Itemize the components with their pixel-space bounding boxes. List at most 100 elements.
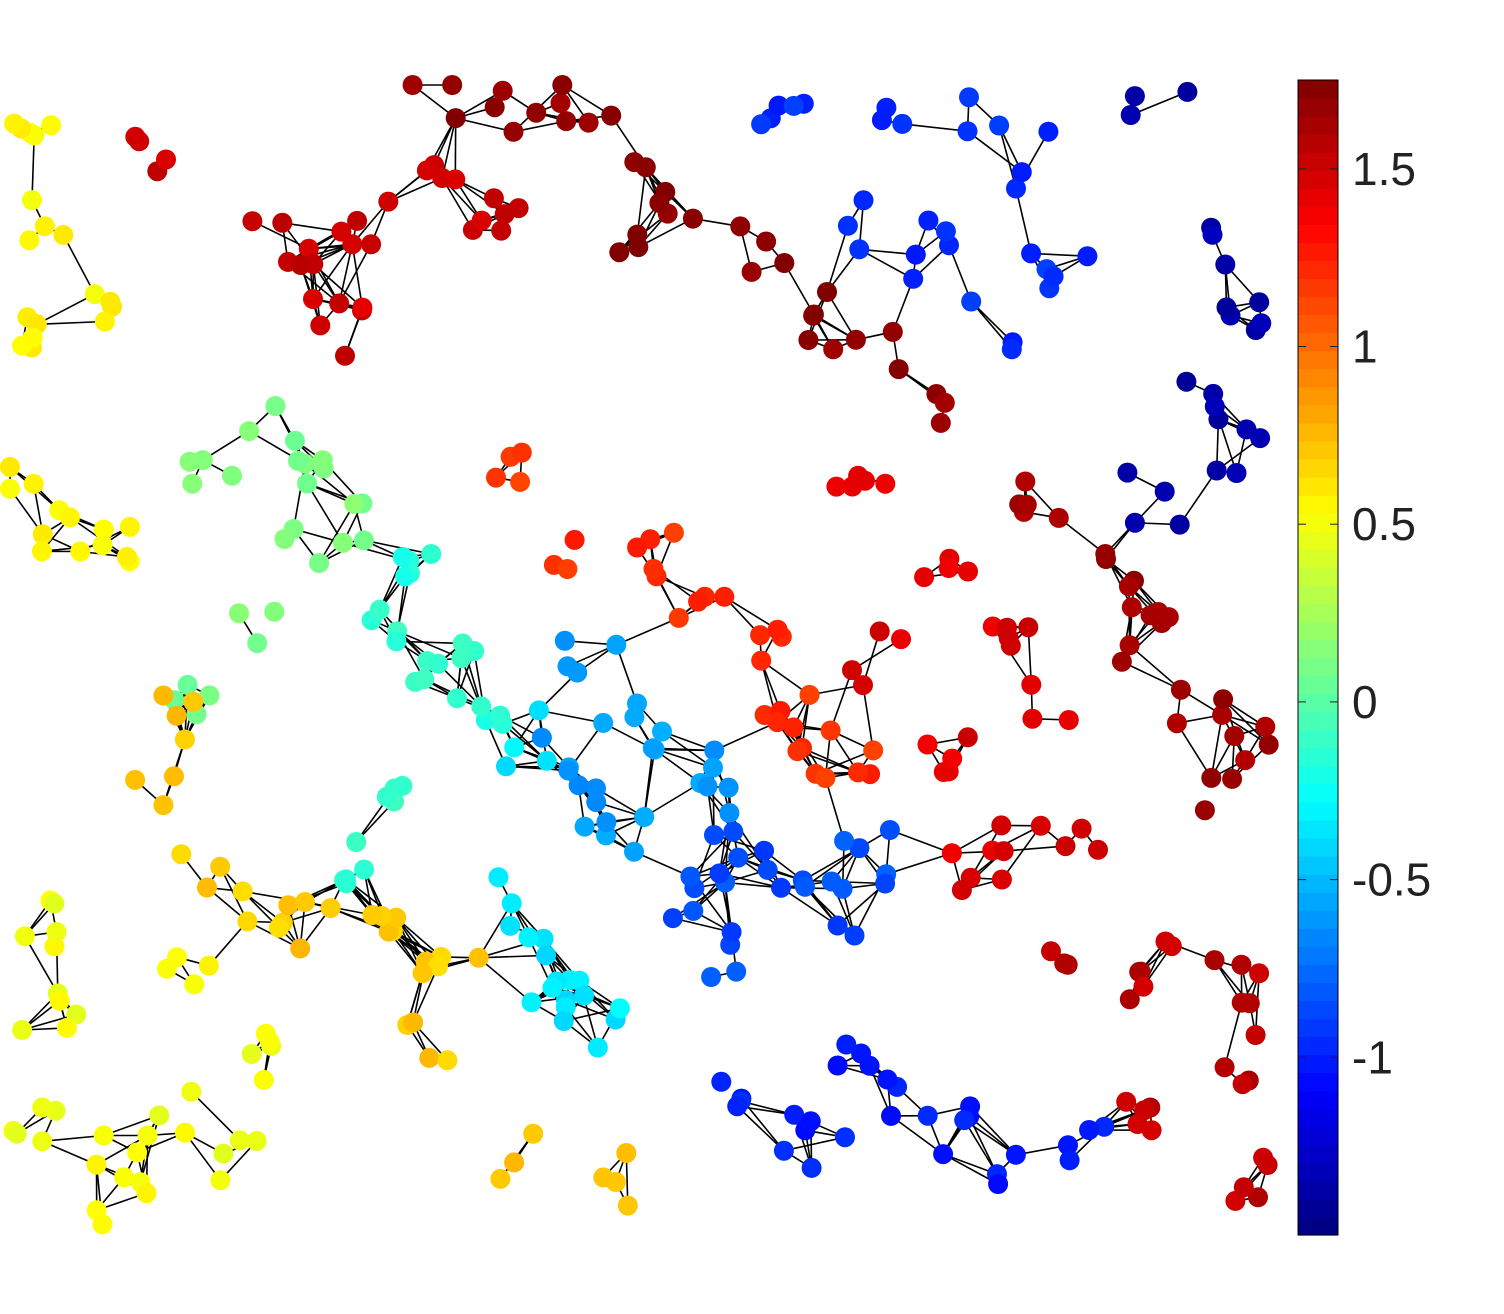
graph-node <box>642 738 663 759</box>
graph-edge <box>1210 714 1223 779</box>
graph-node <box>991 815 1012 836</box>
colorbar-band <box>1298 675 1338 695</box>
graph-node <box>116 547 137 567</box>
graph-node <box>836 1034 857 1055</box>
graph-node <box>1030 815 1051 836</box>
graph-edge <box>190 1091 241 1141</box>
graph-node <box>1005 1144 1026 1165</box>
graph-node <box>199 685 220 706</box>
graph-node <box>0 478 20 499</box>
colorbar-band <box>1298 874 1338 893</box>
colorbar-band <box>1298 1108 1338 1128</box>
graph-node <box>1222 768 1243 789</box>
colorbar-band <box>1298 477 1338 496</box>
colorbar-band <box>1298 837 1338 857</box>
colorbar-band <box>1298 1000 1338 1020</box>
graph-edge <box>736 1105 785 1152</box>
graph-node <box>869 621 890 642</box>
graph-node <box>70 541 91 562</box>
graph-edge <box>837 882 886 927</box>
graph-node <box>817 282 837 302</box>
graph-node <box>1201 767 1222 788</box>
graph-edge <box>826 225 849 293</box>
graph-node <box>554 630 575 651</box>
graph-node <box>1018 617 1039 638</box>
graph-edge <box>967 130 1023 173</box>
graph-node <box>483 188 504 209</box>
graph-node <box>550 93 571 113</box>
graph-edge <box>713 721 778 752</box>
graph-node <box>587 1037 608 1058</box>
graph-node <box>392 547 413 567</box>
graph-node <box>164 766 184 787</box>
graph-node <box>815 768 836 788</box>
graph-node <box>237 911 258 932</box>
colorbar-band <box>1298 711 1338 731</box>
graph-edge <box>636 167 647 235</box>
graph-node <box>1121 597 1142 618</box>
graph-node <box>222 465 242 486</box>
graph-node <box>386 907 407 928</box>
colorbar-band <box>1298 1054 1338 1074</box>
graph-node <box>1231 954 1252 975</box>
graph-node <box>510 471 531 492</box>
graph-node <box>46 922 67 942</box>
graph-node <box>295 892 315 912</box>
colorbar-band <box>1298 495 1338 514</box>
graph-node <box>627 537 648 558</box>
graph-node <box>800 1111 821 1132</box>
graph-node <box>1088 839 1108 860</box>
colorbar-band <box>1298 1090 1338 1110</box>
graph-node <box>958 561 978 582</box>
graph-node <box>488 867 509 888</box>
graph-node <box>774 253 795 273</box>
graph-edge <box>615 617 680 646</box>
graph-edge <box>312 243 353 300</box>
graph-node <box>877 1069 898 1090</box>
graph-node <box>198 955 219 976</box>
graph-node <box>596 812 617 833</box>
graph-node <box>171 844 192 865</box>
colorbar-frame <box>1297 79 1339 1236</box>
graph-node <box>490 705 511 726</box>
graph-node <box>344 493 365 514</box>
graph-node <box>403 1012 424 1033</box>
colorbar-band <box>1298 1198 1338 1218</box>
graph-node <box>795 876 815 897</box>
graph-node <box>303 289 323 309</box>
colorbar-band <box>1298 170 1338 189</box>
graph-node <box>232 881 253 902</box>
graph-edge <box>478 954 547 959</box>
graph-node <box>718 777 739 798</box>
graph-node <box>414 669 435 690</box>
colorbar-band <box>1298 458 1338 478</box>
colorbar-tick-label: 0 <box>1352 676 1378 728</box>
graph-node <box>624 841 644 862</box>
graph-node <box>1231 992 1252 1013</box>
graph-node <box>989 115 1010 136</box>
graph-node <box>709 863 730 884</box>
colorbar-band <box>1298 98 1338 117</box>
colorbar-band <box>1298 856 1338 875</box>
graph-node <box>1038 121 1059 142</box>
colorbar-ticks: 1.5 1 0.5 0 -0.5 -1 <box>1298 143 1431 1083</box>
graph-node <box>1057 954 1078 975</box>
graph-node <box>578 112 599 133</box>
graph-node <box>175 1122 195 1143</box>
graph-node <box>1043 266 1064 287</box>
graph-node <box>437 1050 458 1071</box>
graph-node <box>447 688 467 709</box>
graph-node <box>1233 1177 1254 1198</box>
graph-node <box>127 1142 148 1163</box>
graph-node <box>32 1097 53 1118</box>
colorbar-band <box>1298 422 1338 442</box>
graph-node <box>917 734 938 755</box>
graph-node <box>1116 1091 1137 1112</box>
graph-node <box>1215 254 1236 275</box>
graph-edge <box>1223 1002 1243 1068</box>
graph-node <box>119 516 140 537</box>
graph-node <box>930 412 951 433</box>
graph-node <box>136 1183 157 1204</box>
graph-node <box>834 830 855 851</box>
graph-node <box>593 712 614 733</box>
